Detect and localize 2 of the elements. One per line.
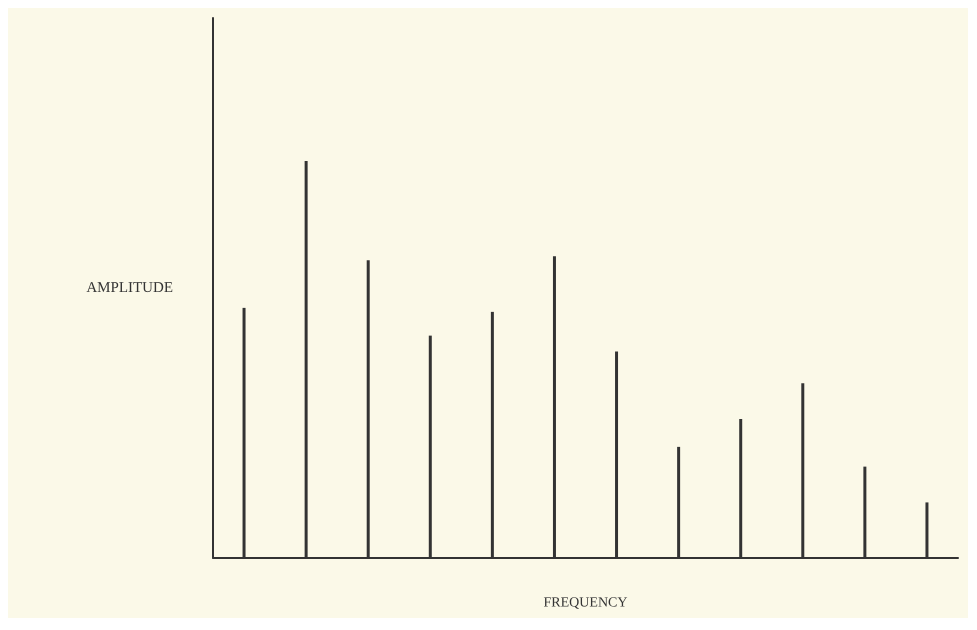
x-axis-title: FREQUENCY [543, 596, 628, 610]
y-axis-title: AMPLITUDE [86, 280, 173, 296]
